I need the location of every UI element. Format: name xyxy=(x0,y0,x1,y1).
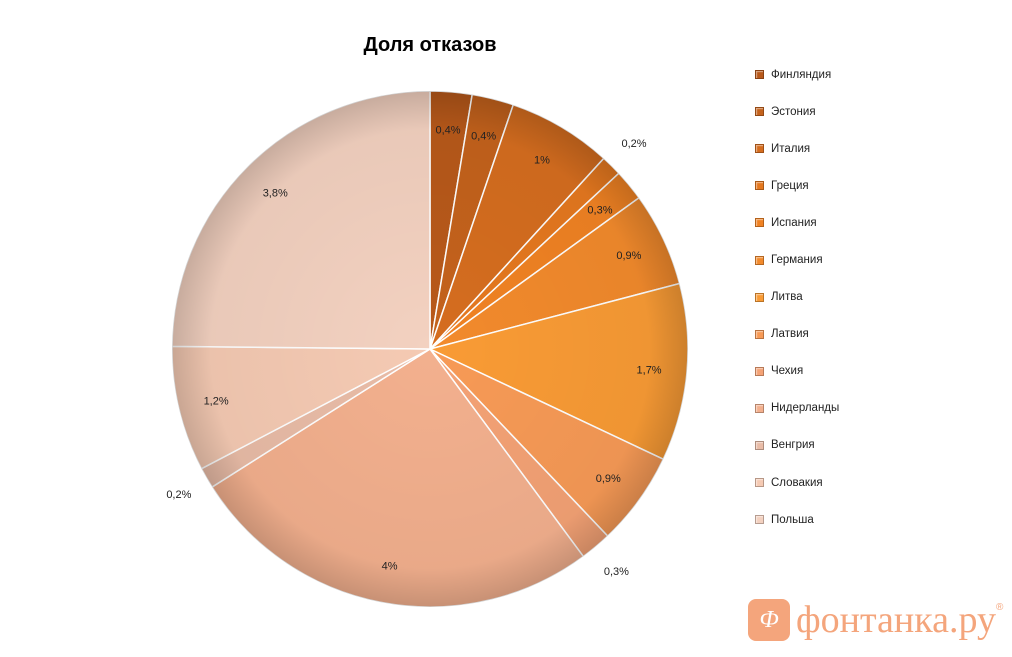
legend-item-1: Эстония xyxy=(755,93,839,130)
legend-item-7: Латвия xyxy=(755,316,839,353)
watermark-text: фонтанка.ру xyxy=(796,599,996,641)
legend-swatch-icon xyxy=(755,181,764,191)
legend-item-8: Чехия xyxy=(755,353,839,390)
slice-label-9: 4% xyxy=(382,560,398,572)
chart-title: Доля отказов xyxy=(363,34,497,56)
slice-label-7: 0,9% xyxy=(596,473,621,485)
legend-swatch-icon xyxy=(755,107,764,117)
legend-label: Финляндия xyxy=(771,68,832,81)
slice-label-2: 1% xyxy=(534,155,550,167)
legend-label: Испания xyxy=(771,216,817,229)
legend-swatch-icon xyxy=(755,366,764,376)
legend-label: Чехия xyxy=(771,365,804,378)
legend-swatch-icon xyxy=(755,144,764,154)
legend-label: Нидерланды xyxy=(771,402,840,415)
slice-labels: 0,4% 0,4% 1% 0,2% 0,3% 0,9% 1,7% 0,9% 0,3% 4% 0,2%… xyxy=(166,125,662,578)
legend-label: Польша xyxy=(771,513,814,526)
pie-slices xyxy=(171,90,689,608)
legend-label: Германия xyxy=(771,254,823,267)
slice-label-4: 0,3% xyxy=(587,204,612,216)
slice-label-6: 1,7% xyxy=(637,364,662,376)
slice-label-10: 0,2% xyxy=(166,489,191,501)
legend-swatch-icon xyxy=(755,329,764,339)
legend-swatch-icon xyxy=(755,218,764,228)
slice-label-3: 0,2% xyxy=(621,138,646,150)
legend-swatch-icon xyxy=(755,403,764,413)
legend-swatch-icon xyxy=(755,292,764,302)
fontanka-watermark: Ф фонтанка.ру ® xyxy=(748,598,1003,642)
legend: Финляндия Эстония Италия Греция Испания Герма… xyxy=(755,56,839,538)
legend-swatch-icon xyxy=(755,515,764,525)
legend-item-11: Словакия xyxy=(755,464,839,501)
legend-label: Эстония xyxy=(771,105,816,118)
slice-label-5: 0,9% xyxy=(616,250,641,262)
legend-item-5: Германия xyxy=(755,241,839,278)
legend-label: Греция xyxy=(771,179,809,192)
slice-label-1: 0,4% xyxy=(471,131,496,143)
legend-swatch-icon xyxy=(755,440,764,450)
legend-label: Латвия xyxy=(771,328,809,341)
legend-swatch-icon xyxy=(755,478,764,488)
registered-mark: ® xyxy=(995,602,1004,613)
legend-label: Словакия xyxy=(771,476,823,489)
legend-item-2: Италия xyxy=(755,130,839,167)
legend-label: Литва xyxy=(771,291,803,304)
legend-swatch-icon xyxy=(755,70,764,80)
legend-item-3: Греция xyxy=(755,167,839,204)
legend-label: Венгрия xyxy=(771,439,815,452)
legend-item-4: Испания xyxy=(755,204,839,241)
legend-item-9: Нидерланды xyxy=(755,390,839,427)
legend-item-12: Польша xyxy=(755,501,839,538)
pie-slice-12 xyxy=(171,90,431,350)
legend-item-0: Финляндия xyxy=(755,56,839,93)
slice-label-11: 1,2% xyxy=(204,395,229,407)
fontanka-logo-icon: Ф xyxy=(748,599,790,641)
legend-label: Италия xyxy=(771,142,811,155)
legend-item-10: Венгрия xyxy=(755,427,839,464)
legend-swatch-icon xyxy=(755,255,764,265)
slice-label-8: 0,3% xyxy=(604,566,629,578)
legend-item-6: Литва xyxy=(755,279,839,316)
slice-label-0: 0,4% xyxy=(436,125,461,137)
slice-label-12: 3,8% xyxy=(263,188,288,200)
